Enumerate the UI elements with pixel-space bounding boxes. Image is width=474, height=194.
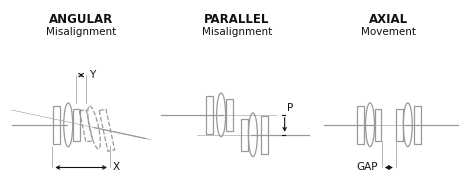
Text: Misalignment: Misalignment [46, 27, 116, 36]
Text: GAP: GAP [356, 163, 378, 172]
Text: P: P [287, 103, 293, 113]
Text: X: X [113, 163, 120, 172]
Text: Y: Y [89, 70, 95, 80]
Text: AXIAL: AXIAL [369, 13, 409, 26]
Text: Movement: Movement [361, 27, 416, 36]
Text: ANGULAR: ANGULAR [49, 13, 113, 26]
Text: PARALLEL: PARALLEL [204, 13, 270, 26]
Text: Misalignment: Misalignment [202, 27, 272, 36]
